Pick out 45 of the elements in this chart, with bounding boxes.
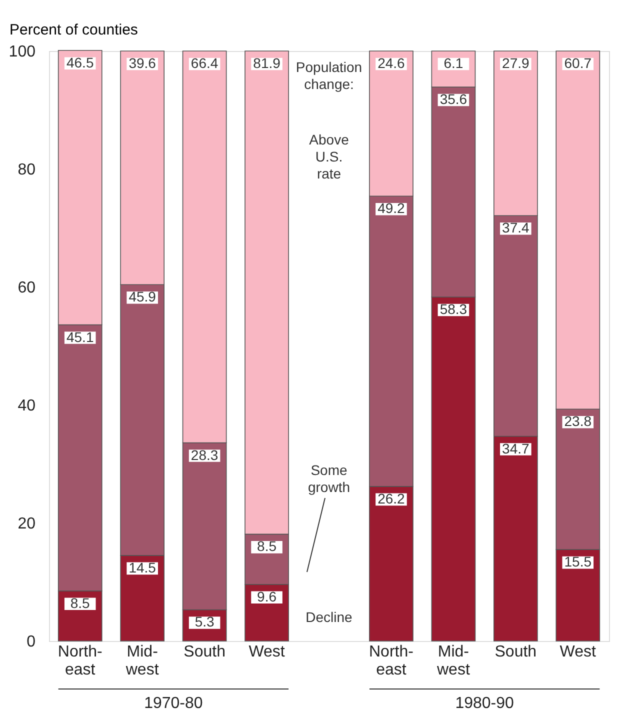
data-label: 8.5 [257,538,277,554]
x-tick-label: Mid-west [436,644,470,678]
y-tick-label: 20 [18,516,36,532]
data-label: 23.8 [564,413,592,430]
legend-title: Population change: [296,59,362,92]
y-tick-label: 60 [18,280,36,296]
series-label: Some growth [308,462,350,495]
data-label: 37.4 [502,220,530,236]
data-label: 45.1 [66,328,94,345]
data-label: 26.2 [378,490,406,506]
y-axis-title: Percent of counties [10,22,138,38]
text: 1970-80 [144,695,203,711]
data-label: 15.5 [564,554,592,570]
data-label: 81.9 [253,55,281,71]
series-label: Above U.S. rate [309,132,350,182]
x-tick-label: North-east [368,644,414,678]
data-label: 6.1 [444,55,464,71]
series-label: Decline [306,609,353,625]
data-label: 45.9 [128,288,156,305]
text: 1980-90 [455,695,514,711]
data-label: 60.7 [564,55,592,71]
y-tick-label: 100 [8,44,36,60]
data-label: 46.5 [66,54,94,70]
data-label: 8.5 [70,594,90,611]
y-tick-label: 40 [18,398,36,414]
data-label: 24.6 [378,55,406,71]
data-label: 9.6 [257,588,277,604]
data-label: 27.9 [502,55,530,71]
data-label: 49.2 [378,200,406,216]
x-tick-label: West [248,644,286,660]
data-label: 58.3 [440,301,468,318]
y-tick-label: 0 [26,634,36,650]
data-label: 14.5 [128,559,156,576]
x-tick-label: North-east [58,644,102,678]
y-tick-label: 80 [18,162,36,178]
data-label: 5.3 [194,614,214,630]
x-tick-label: West [560,644,597,660]
data-label: 34.7 [502,440,530,456]
x-tick-label: Mid-west [124,644,160,678]
data-label: 66.4 [190,55,218,71]
data-label: 28.3 [190,446,218,463]
data-label: 39.6 [128,55,156,71]
x-tick-label: South [184,644,226,660]
data-label: 35.6 [440,90,468,107]
x-tick-label: South [494,644,537,660]
